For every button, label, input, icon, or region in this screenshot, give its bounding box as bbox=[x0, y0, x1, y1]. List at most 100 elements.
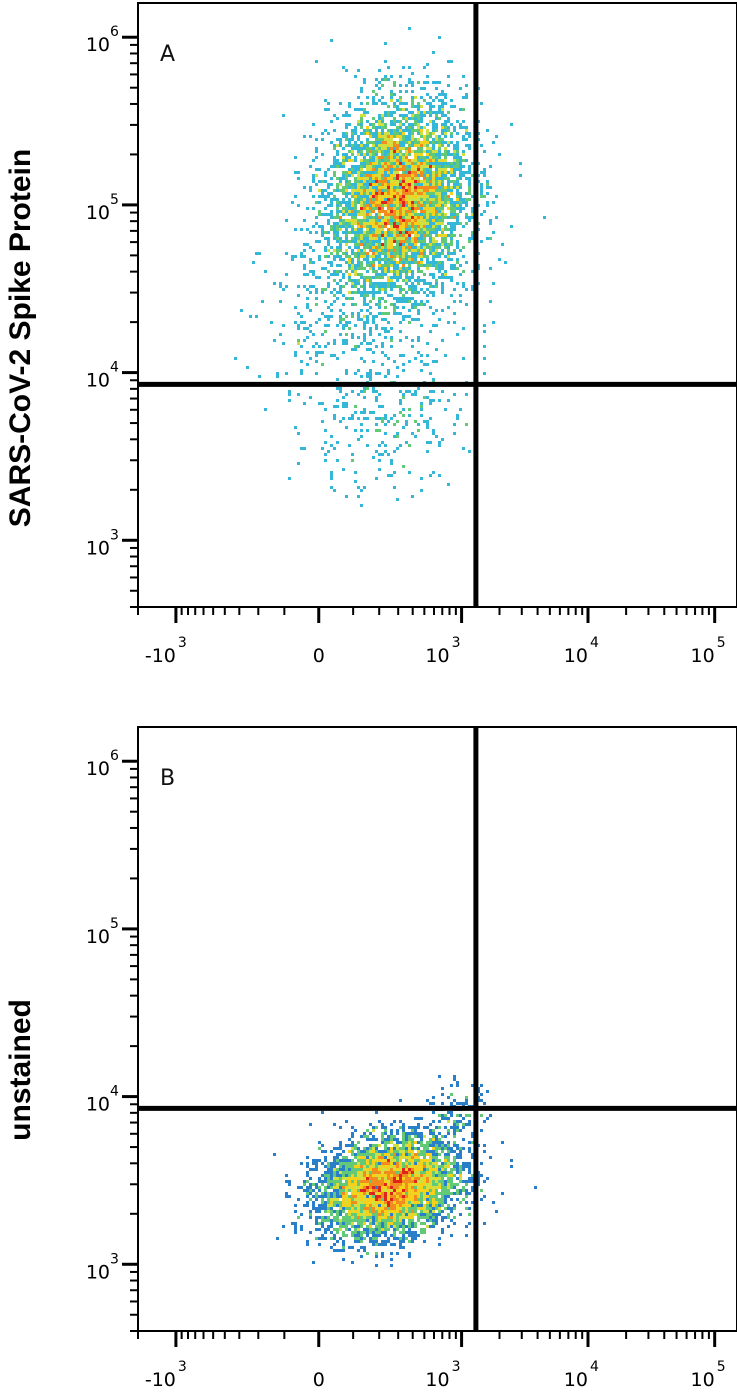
density-dot bbox=[363, 324, 366, 327]
density-dot bbox=[441, 276, 444, 279]
density-dot bbox=[408, 66, 411, 69]
density-dot bbox=[450, 264, 453, 267]
density-dot bbox=[432, 246, 435, 249]
density-dot bbox=[411, 1129, 414, 1132]
panel-label-a: A bbox=[160, 42, 175, 67]
density-dot bbox=[435, 1219, 438, 1222]
density-dot bbox=[339, 1213, 342, 1216]
density-dot bbox=[342, 1189, 345, 1192]
density-dot bbox=[327, 1171, 330, 1174]
density-dot bbox=[390, 1183, 393, 1186]
density-dot bbox=[345, 495, 348, 498]
density-dot bbox=[339, 1180, 342, 1183]
density-dot bbox=[399, 195, 402, 198]
density-dot bbox=[372, 183, 375, 186]
density-dot bbox=[342, 207, 345, 210]
density-dot bbox=[327, 102, 330, 105]
density-dot bbox=[378, 1168, 381, 1171]
density-dot bbox=[309, 135, 312, 138]
density-dot bbox=[384, 114, 387, 117]
density-dot bbox=[375, 126, 378, 129]
density-dot bbox=[420, 1207, 423, 1210]
density-dot bbox=[333, 270, 336, 273]
density-dot bbox=[432, 255, 435, 258]
density-dot bbox=[420, 1186, 423, 1189]
density-dot bbox=[396, 201, 399, 204]
density-dot bbox=[390, 264, 393, 267]
density-dot bbox=[357, 267, 360, 270]
density-dot bbox=[327, 315, 330, 318]
density-dot bbox=[333, 234, 336, 237]
density-dot bbox=[387, 252, 390, 255]
density-dot bbox=[330, 225, 333, 228]
density-dot bbox=[330, 1225, 333, 1228]
density-dot bbox=[450, 135, 453, 138]
density-dot bbox=[333, 1195, 336, 1198]
density-dot bbox=[411, 225, 414, 228]
density-dot bbox=[456, 180, 459, 183]
density-dot bbox=[462, 1162, 465, 1165]
density-dot bbox=[351, 189, 354, 192]
y-tick-label: 10 bbox=[86, 758, 110, 780]
density-dot bbox=[342, 312, 345, 315]
density-dot bbox=[318, 1189, 321, 1192]
density-dot bbox=[357, 240, 360, 243]
density-dot bbox=[309, 261, 312, 264]
density-dot bbox=[327, 255, 330, 258]
density-dot bbox=[369, 1153, 372, 1156]
density-dot bbox=[378, 141, 381, 144]
density-dot bbox=[408, 219, 411, 222]
density-dot bbox=[411, 252, 414, 255]
density-dot bbox=[381, 243, 384, 246]
density-dot bbox=[369, 1171, 372, 1174]
density-dot bbox=[438, 1183, 441, 1186]
density-dot bbox=[504, 261, 507, 264]
density-dot bbox=[435, 198, 438, 201]
density-dot bbox=[372, 177, 375, 180]
density-dot bbox=[387, 1165, 390, 1168]
density-dot bbox=[435, 219, 438, 222]
density-dot bbox=[438, 267, 441, 270]
density-dot bbox=[447, 246, 450, 249]
density-dot bbox=[423, 189, 426, 192]
density-dot bbox=[444, 1174, 447, 1177]
density-dot bbox=[417, 126, 420, 129]
density-dot bbox=[381, 1126, 384, 1129]
density-dot bbox=[354, 1231, 357, 1234]
density-dot bbox=[393, 258, 396, 261]
density-dot bbox=[342, 114, 345, 117]
density-dot bbox=[426, 186, 429, 189]
density-dot bbox=[408, 1234, 411, 1237]
density-dot bbox=[384, 1192, 387, 1195]
density-dot bbox=[420, 189, 423, 192]
density-dot bbox=[333, 114, 336, 117]
density-dot bbox=[324, 453, 327, 456]
density-dot bbox=[345, 144, 348, 147]
density-dot bbox=[405, 120, 408, 123]
density-dot bbox=[423, 216, 426, 219]
density-dot bbox=[354, 234, 357, 237]
density-dot bbox=[435, 261, 438, 264]
density-dot bbox=[327, 1174, 330, 1177]
density-dot bbox=[357, 1168, 360, 1171]
density-dot bbox=[357, 312, 360, 315]
density-dot bbox=[324, 198, 327, 201]
density-dot bbox=[441, 216, 444, 219]
density-dot bbox=[393, 174, 396, 177]
density-dot bbox=[390, 90, 393, 93]
density-dot bbox=[417, 231, 420, 234]
density-dot bbox=[363, 339, 366, 342]
density-dot bbox=[468, 1177, 471, 1180]
density-dot bbox=[339, 183, 342, 186]
density-dot bbox=[390, 228, 393, 231]
density-dot bbox=[414, 207, 417, 210]
density-dot bbox=[450, 1084, 453, 1087]
density-dot bbox=[489, 186, 492, 189]
density-dot bbox=[336, 144, 339, 147]
density-dot bbox=[402, 414, 405, 417]
density-dot bbox=[363, 303, 366, 306]
density-dot bbox=[345, 1120, 348, 1123]
density-dot bbox=[453, 1183, 456, 1186]
density-dot bbox=[351, 348, 354, 351]
density-dot bbox=[408, 279, 411, 282]
